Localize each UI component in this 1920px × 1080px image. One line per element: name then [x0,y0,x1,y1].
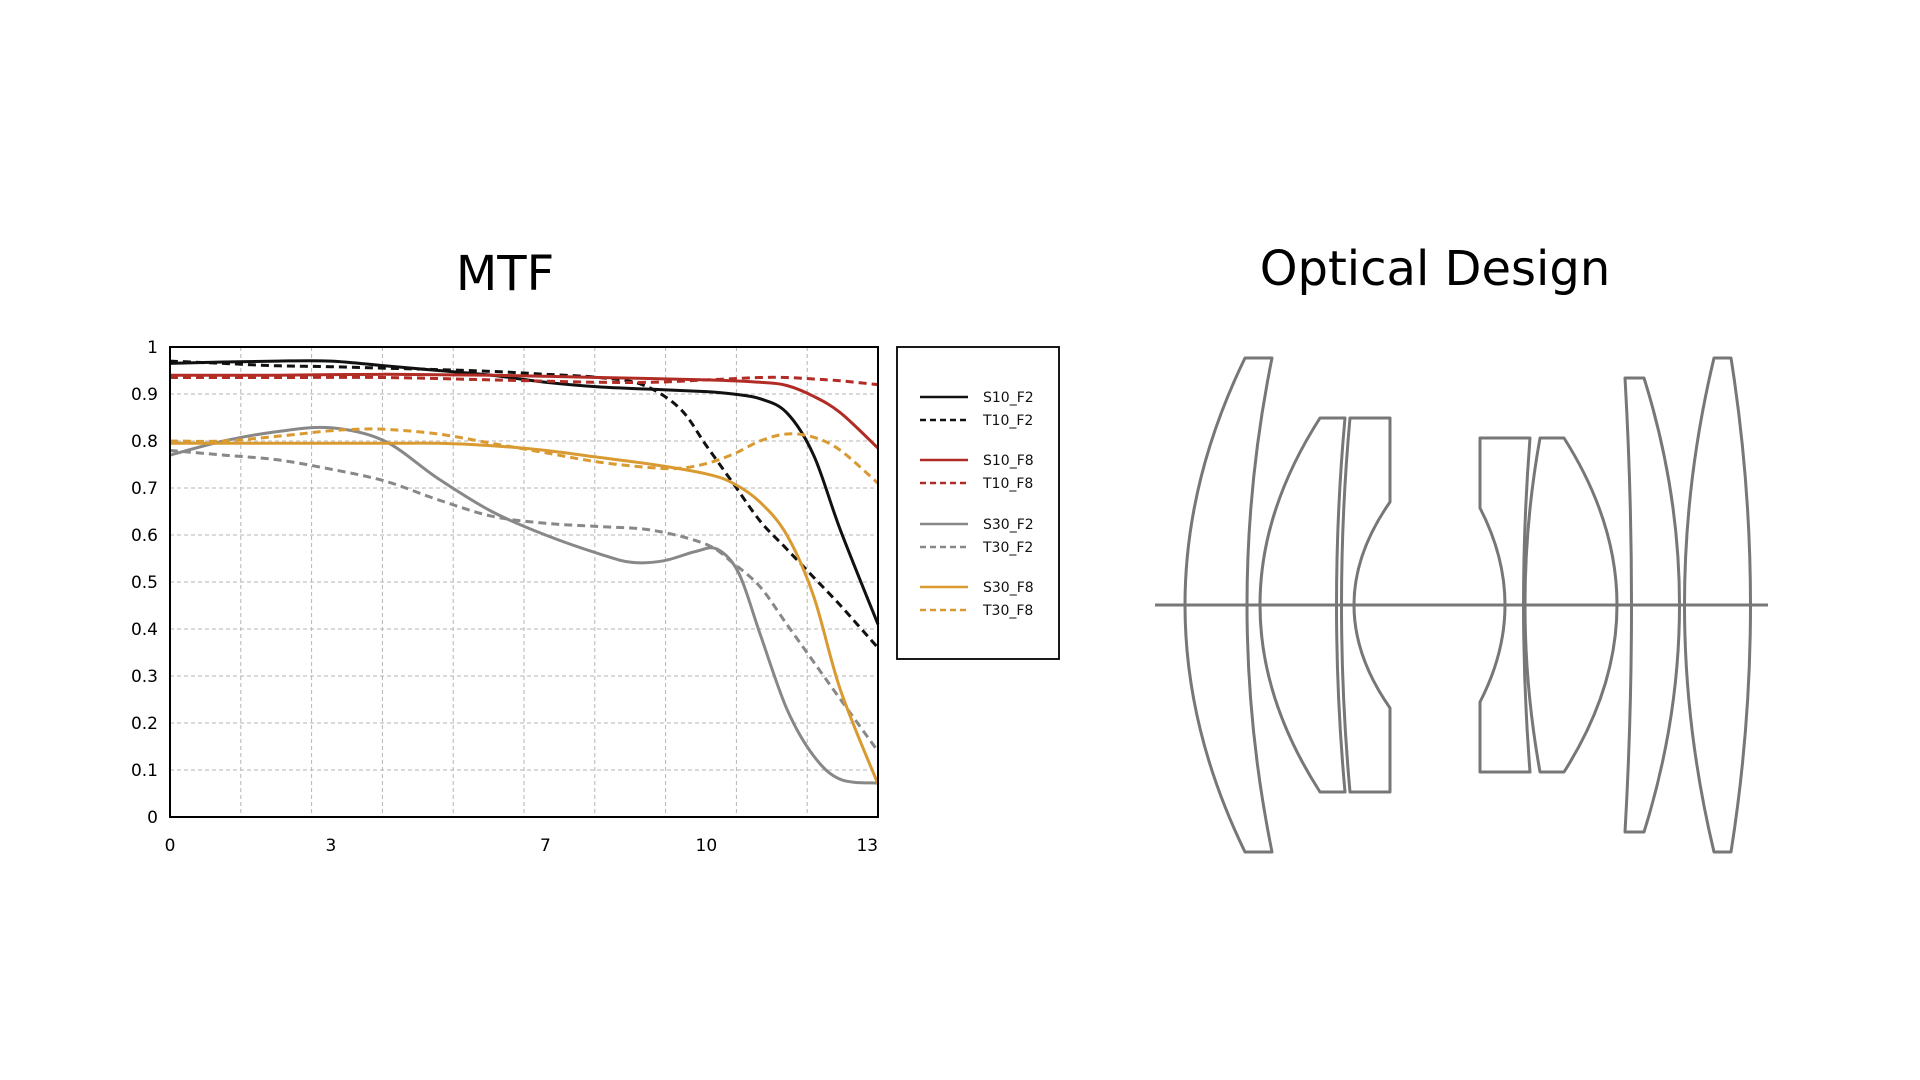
y-tick-label: 0.7 [131,479,158,499]
legend-label: S30_F2 [983,517,1034,533]
lens-element-6 [1623,376,1681,834]
y-tick-label: 0.2 [131,714,158,734]
y-tick-label: 0.5 [131,573,158,593]
y-tick-label: 1 [147,338,158,358]
y-tick-label: 0.9 [131,385,158,405]
x-tick-label: 13 [856,836,878,856]
series-line-s30-f2 [169,425,879,785]
mtf-heading: MTF [456,246,554,302]
x-tick-label: 7 [540,836,551,856]
x-tick-label: 10 [696,836,718,856]
lens-element-4 [1478,436,1532,774]
series-line-t30-f8 [169,427,879,485]
optical-design-diagram [1155,356,1768,854]
y-tick-label: 0.8 [131,432,158,452]
legend-label: S10_F2 [983,390,1034,406]
x-tick-label: 0 [165,836,176,856]
lens-element-3 [1340,416,1392,794]
legend-label: T30_F2 [982,540,1033,556]
y-tick-label: 0.3 [131,667,158,687]
lens-element-7 [1683,356,1752,854]
mtf-chart: 0 0.1 0.2 0.3 0.4 0.5 0.6 0.7 0.8 0.9 1 0 3 7 10 13 [131,338,880,856]
x-tick-label: 3 [325,836,336,856]
legend-label: T10_F8 [982,476,1033,492]
series-line-s10-f2 [169,359,880,625]
x-axis-ticks: 0 3 7 10 13 [165,836,879,856]
series-line-t10-f2 [169,359,880,649]
lens-element-1 [1183,356,1274,854]
series-line-s30-f8 [170,441,880,785]
y-tick-label: 0.6 [131,526,158,546]
legend-label: S10_F8 [983,453,1034,469]
y-tick-label: 0.1 [131,761,158,781]
legend-label: T30_F8 [982,603,1033,619]
series-line-s10-f8 [169,372,880,450]
y-tick-label: 0.4 [131,620,158,640]
lens-element-5 [1523,436,1619,774]
series-line-t10-f8 [170,375,879,387]
legend-label: S30_F8 [983,580,1034,596]
legend-label: T10_F2 [982,413,1033,429]
y-axis-ticks: 0 0.1 0.2 0.3 0.4 0.5 0.6 0.7 0.8 0.9 1 [131,338,158,828]
legend-items: S10_F2 T10_F2 S10_F8 T10_F8 S30_F2 T30_F2 S30_… [920,390,1034,619]
legend-frame [896,346,1060,660]
optical-design-heading: Optical Design [1260,241,1611,297]
chart-series [169,359,880,785]
y-tick-label: 0 [147,808,158,828]
series-line-t30-f2 [169,448,880,753]
plot-frame [169,346,879,818]
chart-legend: S10_F2 T10_F2 S10_F8 T10_F8 S30_F2 T30_F2 S30_… [896,346,1060,660]
chart-grid [170,347,878,817]
lens-element-2 [1258,416,1347,794]
